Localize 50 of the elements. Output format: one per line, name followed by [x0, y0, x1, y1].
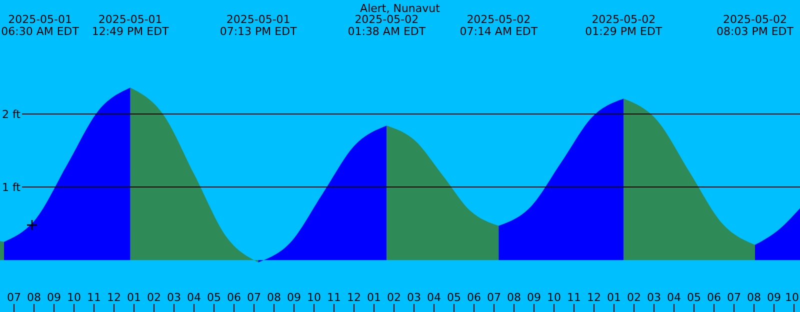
- x-tick-label: 09: [527, 291, 541, 304]
- x-tick-label: 12: [587, 291, 601, 304]
- x-tick-label: 07: [487, 291, 501, 304]
- annotation: 2025-05-01 07:13 PM EDT: [220, 13, 298, 38]
- x-tick-label: 07: [7, 291, 21, 304]
- x-tick-label: 04: [667, 291, 681, 304]
- x-tick-label: 12: [347, 291, 361, 304]
- x-tick-label: 03: [647, 291, 661, 304]
- x-tick-label: 05: [207, 291, 221, 304]
- y-tick-label: 1 ft: [2, 180, 22, 194]
- annotation: 2025-05-01 06:30 AM EDT: [1, 13, 80, 38]
- x-tick-label: 04: [427, 291, 441, 304]
- x-tick-label: 07: [727, 291, 741, 304]
- x-tick-label: 09: [47, 291, 61, 304]
- annotation: 2025-05-02 01:29 PM EDT: [585, 13, 662, 38]
- x-tick-label: 03: [407, 291, 421, 304]
- x-tick-label: 12: [107, 291, 121, 304]
- x-tick-label: 09: [767, 291, 781, 304]
- annotation: 2025-05-02 07:14 AM EDT: [460, 13, 538, 38]
- x-tick-label: 09: [287, 291, 301, 304]
- chart-title: Alert, Nunavut: [360, 2, 441, 15]
- annotation: 2025-05-01 12:49 PM EDT: [92, 13, 170, 38]
- annotation: 2025-05-02 01:38 AM EDT: [348, 13, 426, 38]
- x-tick-label: 06: [707, 291, 721, 304]
- x-tick-label: 05: [687, 291, 701, 304]
- x-tick-label: 08: [27, 291, 41, 304]
- x-tick-label: 07: [247, 291, 261, 304]
- x-tick-label: 02: [147, 291, 161, 304]
- x-tick-label: 05: [447, 291, 461, 304]
- annotation: 2025-05-02 08:03 PM EDT: [716, 13, 794, 38]
- x-tick-label: 10: [67, 291, 81, 304]
- x-tick-label: 10: [547, 291, 561, 304]
- x-tick-label: 06: [467, 291, 481, 304]
- x-tick-label: 11: [87, 291, 101, 304]
- x-tick-label: 10: [307, 291, 321, 304]
- x-tick-label: 11: [327, 291, 341, 304]
- x-tick-label: 01: [127, 291, 141, 304]
- x-tick-label: 04: [187, 291, 201, 304]
- x-tick-label: 08: [507, 291, 521, 304]
- x-tick-label: 11: [567, 291, 581, 304]
- x-tick-label: 06: [227, 291, 241, 304]
- x-tick-label: 02: [387, 291, 401, 304]
- x-tick-label: 01: [607, 291, 621, 304]
- y-tick-label: 2 ft: [2, 108, 22, 121]
- x-tick-label: 10: [785, 291, 799, 304]
- x-tick-label: 08: [747, 291, 761, 304]
- x-tick-label: 03: [167, 291, 181, 304]
- x-tick-label: 08: [267, 291, 281, 304]
- x-tick-label: 01: [367, 291, 381, 304]
- x-tick-label: 02: [627, 291, 641, 304]
